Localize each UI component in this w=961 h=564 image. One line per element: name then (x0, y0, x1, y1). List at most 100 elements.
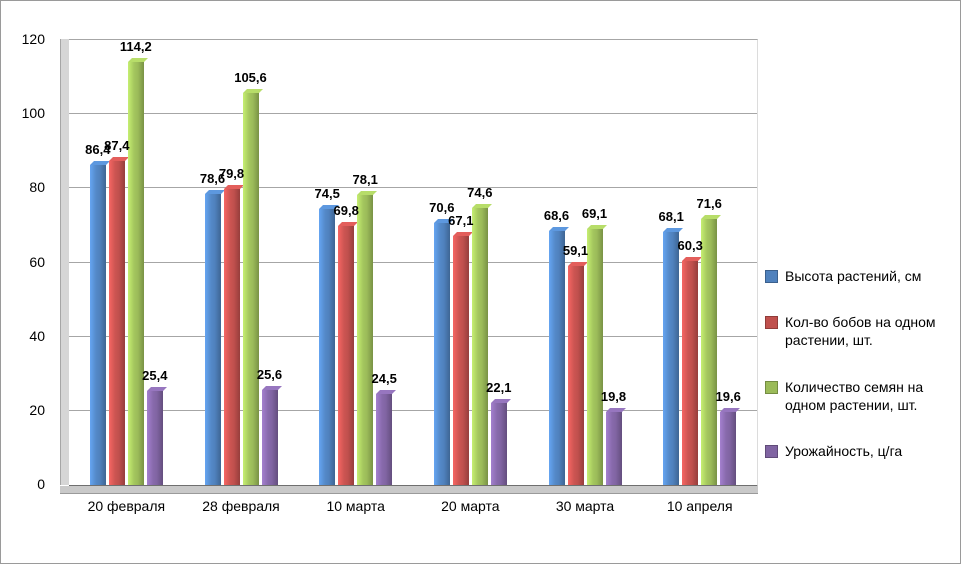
bar-value-label: 19,6 (715, 389, 741, 405)
bar-top-face (663, 228, 684, 233)
bar-value-label: 68,1 (658, 209, 684, 225)
y-axis-tick-label: 40 (29, 327, 45, 344)
bar-top-face (127, 57, 148, 62)
bar-top-face (204, 189, 225, 194)
gridline (69, 113, 757, 115)
legend-color-swatch-icon (765, 444, 778, 458)
bar-value-label: 25,6 (256, 367, 283, 383)
bar (89, 160, 110, 485)
plot-area: 86,4 87,4 114,2 25,4 78,6 79,8 105,6 25,6 74,5 69… (69, 39, 758, 487)
bar-top-face (376, 390, 397, 395)
legend-item: Кол-во бобов на одном растении, шт. (765, 313, 957, 349)
gridline (69, 409, 757, 411)
bar-top-face (146, 386, 167, 391)
bar-top-face (586, 224, 607, 229)
legend-item: Высота растений, см (765, 267, 957, 285)
bar-value-label: 105,6 (234, 70, 267, 86)
bar (127, 57, 148, 485)
gridline (69, 261, 757, 263)
y-axis-tick-label: 100 (21, 105, 45, 122)
legend-item: Количество семян на одном растении, шт. (765, 378, 957, 414)
bar-top-face (261, 386, 282, 391)
bar (701, 215, 722, 485)
bar-value-label: 78,1 (352, 172, 378, 188)
plot-left-wall (60, 39, 70, 485)
bar-value-label: 22,1 (486, 380, 512, 396)
bar (548, 226, 569, 485)
bar-value-label: 59,1 (562, 242, 589, 258)
bar (567, 261, 588, 485)
bar (338, 222, 359, 485)
bar (682, 257, 703, 485)
bar-value-label: 78,6 (199, 170, 226, 186)
legend-label: Высота растений, см (785, 268, 922, 284)
y-axis-tick-label: 80 (29, 179, 45, 196)
bar (605, 407, 626, 485)
bar (204, 189, 225, 485)
bar-top-face (567, 261, 588, 266)
bar (108, 156, 129, 485)
bar (146, 386, 167, 485)
y-axis-tick-label: 0 (37, 476, 45, 492)
legend-label: Кол-во бобов на одном растении, шт. (785, 314, 936, 349)
bar-top-face (701, 215, 722, 220)
legend-item: Урожайность, ц/га (765, 442, 957, 460)
bar-value-label: 74,6 (467, 185, 493, 201)
bar-top-face (548, 226, 569, 231)
bar-value-label: 74,5 (314, 185, 340, 201)
bar (357, 191, 378, 485)
legend-label: Количество семян на одном растении, шт. (785, 378, 924, 413)
x-axis-label: 28 февраля (202, 498, 280, 514)
bar-value-label: 71,6 (696, 196, 722, 212)
bar (319, 204, 340, 485)
bar-value-label: 19,8 (600, 388, 627, 404)
bar-value-label: 67,1 (448, 213, 474, 229)
y-axis: 0 20 40 60 80 100 120 (1, 32, 61, 491)
legend-color-swatch-icon (765, 270, 778, 283)
bar-top-face (490, 399, 511, 404)
bar (471, 204, 492, 485)
bar-value-label: 69,8 (333, 203, 359, 219)
bar (376, 390, 397, 485)
bar-value-label: 69,1 (581, 205, 608, 221)
x-axis-label: 10 марта (326, 498, 385, 514)
bar-top-face (89, 160, 110, 165)
bar (490, 399, 511, 485)
x-axis-label: 10 апреля (666, 498, 733, 514)
bar-top-face (338, 222, 359, 227)
bar (720, 408, 741, 485)
bar-value-label: 60,3 (677, 238, 703, 254)
legend: Высота растений, см Кол-во бобов на одном… (765, 267, 957, 460)
bar-value-label: 87,4 (104, 137, 130, 153)
y-axis-tick-label: 120 (21, 31, 45, 47)
bar-value-label: 25,4 (142, 367, 168, 383)
bar-top-face (452, 232, 473, 237)
bar-value-label: 24,5 (371, 371, 397, 387)
bar (223, 185, 244, 485)
bar-value-label: 68,6 (543, 207, 570, 223)
plot-floor (60, 486, 758, 494)
bar-top-face (605, 407, 626, 412)
bar (663, 228, 684, 485)
gridline (69, 187, 757, 189)
bar (452, 232, 473, 485)
bar (261, 386, 282, 485)
legend-label: Урожайность, ц/га (785, 442, 903, 459)
bar (242, 89, 263, 485)
gridline (69, 335, 757, 337)
bar-top-face (108, 156, 129, 161)
bar (586, 224, 607, 485)
bar (433, 219, 454, 485)
bar-value-label: 79,8 (218, 166, 245, 182)
x-axis-label: 20 марта (441, 498, 500, 514)
bar-top-face (720, 408, 741, 413)
bar-top-face (471, 204, 492, 209)
y-axis-tick-label: 60 (29, 253, 45, 270)
bar-value-label: 114,2 (119, 38, 152, 54)
bar-value-label: 70,6 (429, 200, 455, 216)
legend-color-swatch-icon (765, 380, 778, 394)
bar-value-label: 86,4 (85, 141, 111, 157)
bar-top-face (242, 89, 263, 94)
x-axis-label: 30 марта (555, 498, 615, 514)
